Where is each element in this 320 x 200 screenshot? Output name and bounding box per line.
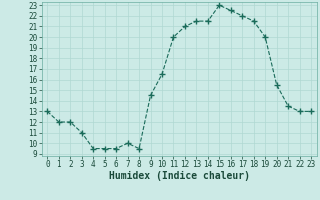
X-axis label: Humidex (Indice chaleur): Humidex (Indice chaleur) (109, 171, 250, 181)
